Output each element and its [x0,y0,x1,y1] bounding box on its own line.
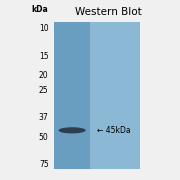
Text: 37: 37 [39,113,49,122]
Text: 75: 75 [39,160,49,169]
Text: 15: 15 [39,52,49,61]
Text: kDa: kDa [32,5,49,14]
Text: 10: 10 [39,24,49,33]
Text: 20: 20 [39,71,49,80]
Text: ← 45kDa: ← 45kDa [98,126,131,135]
Bar [54,22,90,169]
Ellipse shape [58,127,86,133]
Text: 25: 25 [39,86,49,95]
Text: 50: 50 [39,133,49,142]
Text: Western Blot: Western Blot [75,7,141,17]
Bar [54,22,140,169]
